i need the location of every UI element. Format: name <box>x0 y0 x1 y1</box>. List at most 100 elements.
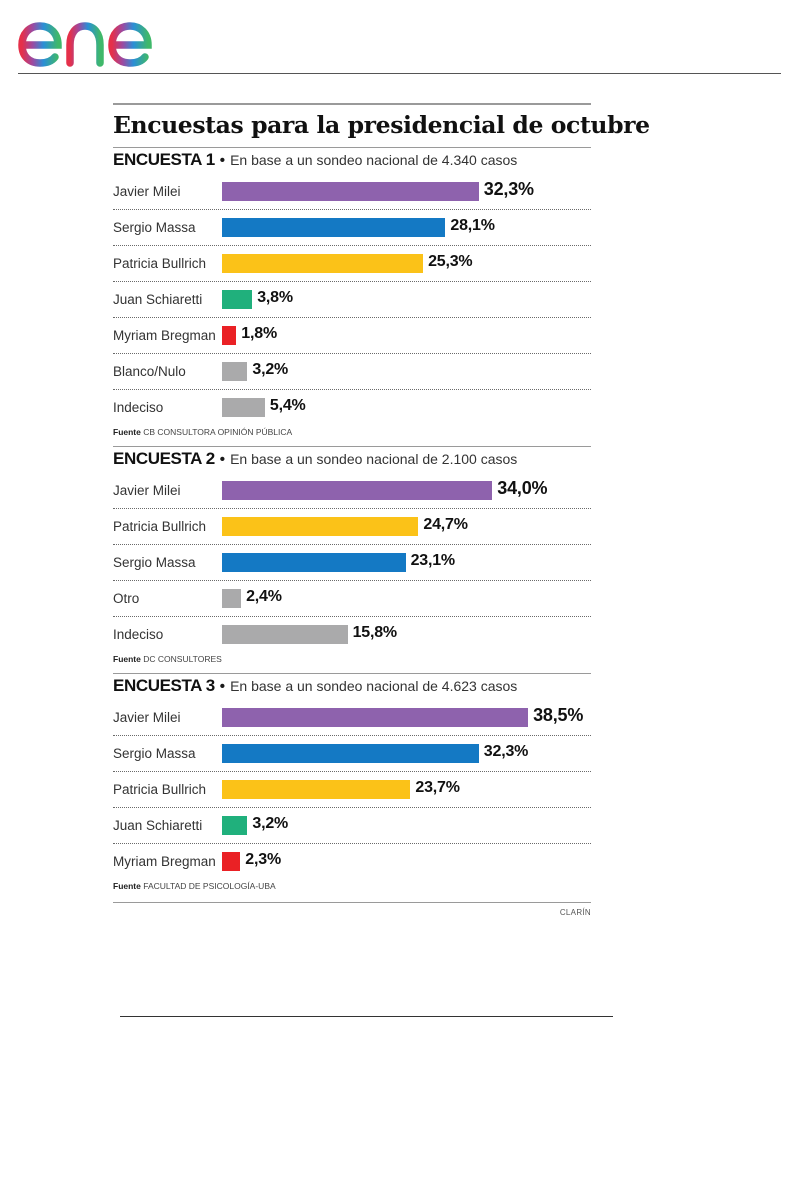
bar <box>222 254 424 273</box>
chart-title: Encuestas para la presidencial de octubr… <box>113 111 650 139</box>
bar-row: Blanco/Nulo 3,2% <box>113 354 591 390</box>
bar-label: Patricia Bullrich <box>113 256 207 271</box>
bar-label: Javier Milei <box>113 184 181 199</box>
survey-section: ENCUESTA 1 • En base a un sondeo nacional … <box>113 147 591 446</box>
source-label: Fuente <box>113 427 141 437</box>
survey-bullet: • <box>219 451 226 468</box>
bar-value-label: 5,4% <box>269 397 306 414</box>
bar-value-label: 38,5% <box>533 705 584 725</box>
bar-row: Patricia Bullrich 24,7% <box>113 509 591 545</box>
bar-label: Patricia Bullrich <box>113 782 207 797</box>
survey-name: ENCUESTA 2 <box>113 449 215 468</box>
source-line: Fuente CB CONSULTORA OPINIÓN PÚBLICA <box>113 426 591 446</box>
credit-rule <box>113 902 591 903</box>
bar-value-label: 28,1% <box>450 217 495 234</box>
survey-rule <box>113 446 591 447</box>
bar-value-label: 3,8% <box>257 289 293 306</box>
bar-row: Juan Schiaretti 3,8% <box>113 282 591 318</box>
source-text: DC CONSULTORES <box>143 654 222 664</box>
survey-description: En base a un sondeo nacional de 4.623 ca… <box>230 678 518 694</box>
bar-label: Javier Milei <box>113 483 181 498</box>
bar-row: Indeciso 15,8% <box>113 617 591 653</box>
title-top-rule <box>113 103 591 105</box>
bar <box>222 362 248 381</box>
bar-row: Otro 2,4% <box>113 581 591 617</box>
source-text: CB CONSULTORA OPINIÓN PÚBLICA <box>143 427 293 437</box>
bar <box>222 481 493 500</box>
survey-sections: ENCUESTA 1 • En base a un sondeo nacional … <box>113 147 591 900</box>
bar-row: Javier Milei 38,5% <box>113 700 591 736</box>
survey-bullet: • <box>219 152 226 169</box>
bar-value-label: 24,7% <box>423 516 468 533</box>
bar-value-label: 23,7% <box>415 779 460 796</box>
enel-logo <box>18 6 166 67</box>
survey-header: ENCUESTA 2 • En base a un sondeo nacional … <box>113 447 591 473</box>
credit-text: CLARÍN <box>559 908 591 917</box>
bar <box>222 182 479 201</box>
survey-rule <box>113 673 591 674</box>
bar-value-label: 25,3% <box>428 253 473 270</box>
header-divider <box>18 73 781 74</box>
bar <box>222 744 479 763</box>
bar-value-label: 34,0% <box>497 478 548 498</box>
bar-label: Patricia Bullrich <box>113 519 207 534</box>
survey-name: ENCUESTA 3 <box>113 676 215 695</box>
bar-label: Sergio Massa <box>113 746 196 761</box>
bar-row: Sergio Massa 28,1% <box>113 210 591 246</box>
survey-header: ENCUESTA 3 • En base a un sondeo nacional … <box>113 674 591 700</box>
survey-section: ENCUESTA 2 • En base a un sondeo nacional … <box>113 446 591 673</box>
bar <box>222 290 253 309</box>
bar <box>222 589 242 608</box>
bar-label: Sergio Massa <box>113 220 196 235</box>
bar-row: Sergio Massa 23,1% <box>113 545 591 581</box>
bar-row: Patricia Bullrich 23,7% <box>113 772 591 808</box>
bar-label: Sergio Massa <box>113 555 196 570</box>
survey-description: En base a un sondeo nacional de 2.100 ca… <box>230 451 518 467</box>
bar-row: Juan Schiaretti 3,2% <box>113 808 591 844</box>
bar-value-label: 3,2% <box>252 815 289 832</box>
bar <box>222 816 248 835</box>
bar <box>222 708 529 727</box>
source-label: Fuente <box>113 654 141 664</box>
bar <box>222 553 406 572</box>
bar <box>222 326 237 345</box>
survey-section: ENCUESTA 3 • En base a un sondeo nacional … <box>113 673 591 900</box>
poll-infographic: Encuestas para la presidencial de octubr… <box>113 103 650 917</box>
bar-label: Indeciso <box>113 400 164 415</box>
bar-row: Patricia Bullrich 25,3% <box>113 246 591 282</box>
bar-value-label: 1,8% <box>241 325 277 342</box>
bar-row: Myriam Bregman 2,3% <box>113 844 591 880</box>
bar-row: Javier Milei 34,0% <box>113 473 591 509</box>
source-line: Fuente FACULTAD DE PSICOLOGÍA-UBA <box>113 880 591 900</box>
survey-bullet: • <box>219 678 226 695</box>
bar-value-label: 32,3% <box>483 179 534 199</box>
bar-row: Javier Milei 32,3% <box>113 174 591 210</box>
survey-name: ENCUESTA 1 <box>113 150 215 169</box>
survey-rule <box>113 147 591 148</box>
footer-divider <box>120 1016 613 1017</box>
bar-row: Indeciso 5,4% <box>113 390 591 426</box>
survey-description: En base a un sondeo nacional de 4.340 ca… <box>230 152 518 168</box>
bar-label: Juan Schiaretti <box>113 292 203 307</box>
bar-value-label: 32,3% <box>483 743 529 760</box>
bar <box>222 625 348 644</box>
source-label: Fuente <box>113 881 141 891</box>
bar-value-label: 2,4% <box>246 588 282 605</box>
source-text: FACULTAD DE PSICOLOGÍA-UBA <box>143 881 276 891</box>
bar <box>222 780 411 799</box>
bar <box>222 517 419 536</box>
survey-header: ENCUESTA 1 • En base a un sondeo nacional … <box>113 148 591 174</box>
bar-value-label: 3,2% <box>252 361 289 378</box>
bar-label: Juan Schiaretti <box>113 818 203 833</box>
bar-label: Javier Milei <box>113 710 181 725</box>
bar-value-label: 23,1% <box>410 552 456 569</box>
bar-row: Sergio Massa 32,3% <box>113 736 591 772</box>
source-line: Fuente DC CONSULTORES <box>113 653 591 673</box>
bar-label: Myriam Bregman <box>113 328 216 343</box>
bar-label: Blanco/Nulo <box>113 364 186 379</box>
bar-label: Otro <box>113 591 140 606</box>
bar-row: Myriam Bregman 1,8% <box>113 318 591 354</box>
bar <box>222 218 446 237</box>
bar-label: Myriam Bregman <box>113 854 216 869</box>
bar-value-label: 15,8% <box>352 624 398 641</box>
